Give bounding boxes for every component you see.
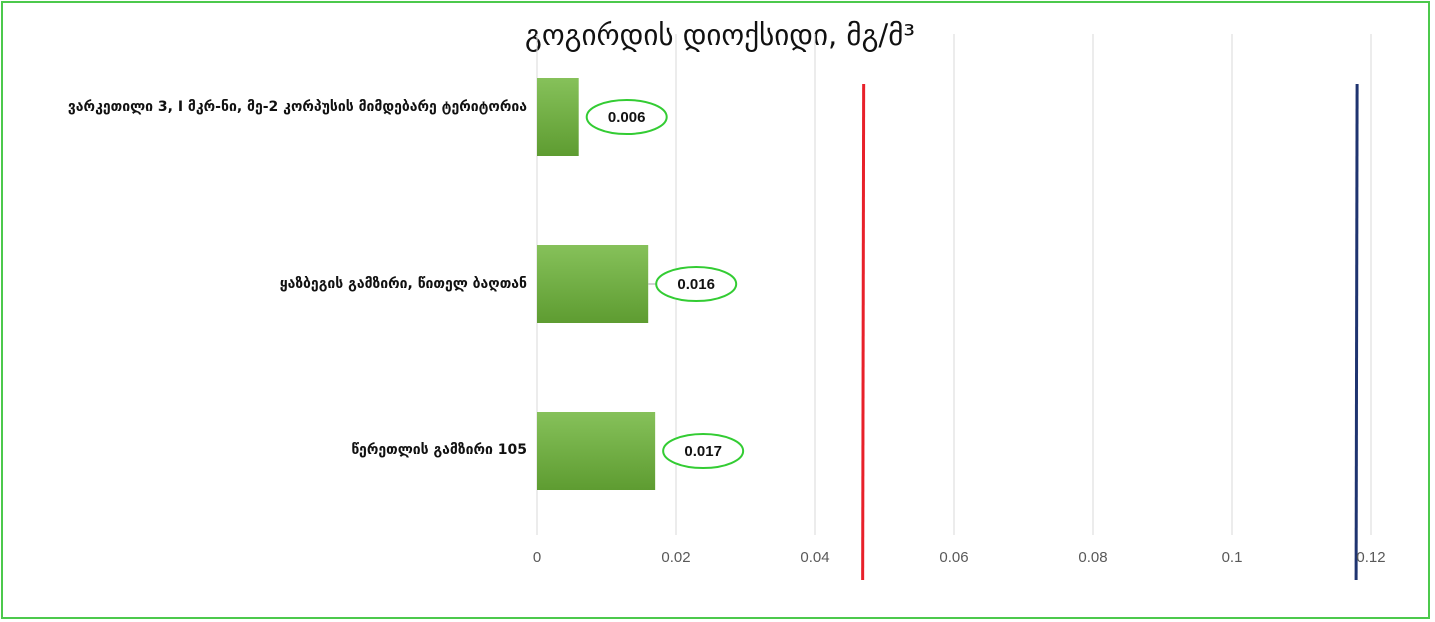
chart-title: გოგირდის დიოქსიდი, მგ/მ³ xyxy=(525,18,915,52)
data-label: 0.016 xyxy=(677,276,715,293)
bar xyxy=(537,78,579,156)
x-tick-label: 0.1 xyxy=(1222,549,1243,566)
category-label: წერეთლის გამზირი 105 xyxy=(351,442,527,458)
category-label: ვარკეთილი 3, I მკრ-ნი, მე-2 კორპუსის მიმ… xyxy=(67,99,527,115)
bar xyxy=(537,412,656,490)
data-label: 0.006 xyxy=(608,109,646,126)
data-label-bubble xyxy=(585,99,668,135)
x-tick-label: 0.08 xyxy=(1078,549,1107,566)
x-tick-label: 0 xyxy=(533,549,541,566)
data-label-bubble xyxy=(655,266,738,302)
reference-line xyxy=(1354,83,1359,581)
data-label-bubble xyxy=(662,433,745,469)
data-label: 0.017 xyxy=(684,443,722,460)
x-tick-label: 0.06 xyxy=(939,549,968,566)
x-tick-label: 0.02 xyxy=(661,549,690,566)
x-tick-label: 0.12 xyxy=(1356,549,1385,566)
bar xyxy=(537,245,649,323)
x-tick-label: 0.04 xyxy=(800,549,829,566)
reference-line xyxy=(861,83,866,581)
category-label: ყაზბეგის გამზირი, წითელ ბაღთან xyxy=(279,276,527,292)
